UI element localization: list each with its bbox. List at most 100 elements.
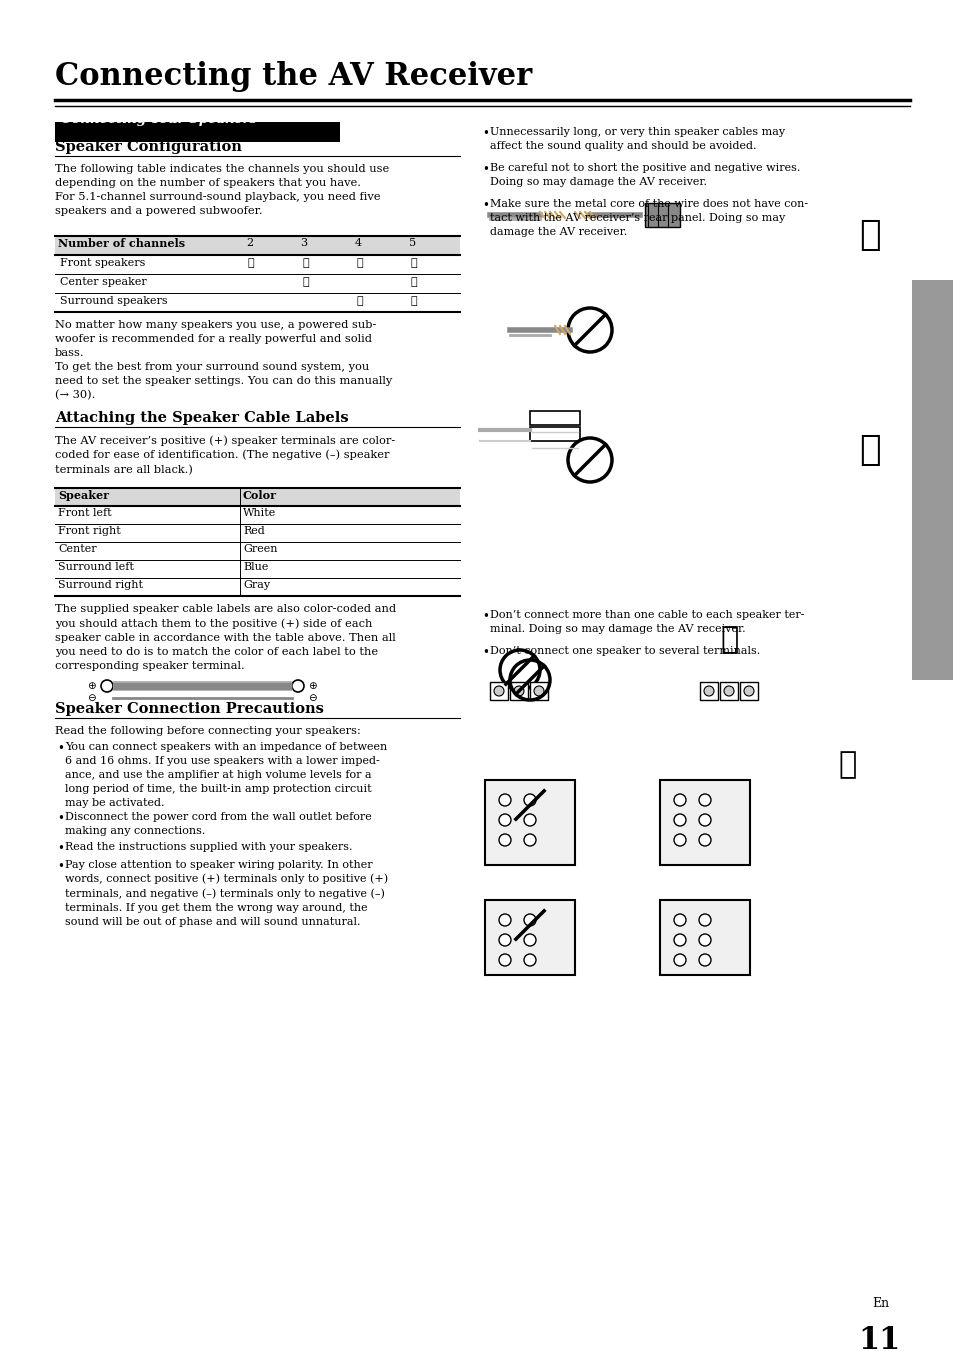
Text: Connecting Your Speakers: Connecting Your Speakers xyxy=(61,113,257,126)
Circle shape xyxy=(523,834,536,846)
Text: Be careful not to short the positive and negative wires.
Doing so may damage the: Be careful not to short the positive and… xyxy=(490,163,800,186)
Circle shape xyxy=(498,815,511,825)
Text: Color: Color xyxy=(243,490,276,501)
Text: •: • xyxy=(481,163,488,176)
Circle shape xyxy=(498,794,511,807)
Text: Speaker: Speaker xyxy=(58,490,109,501)
Text: ⊖: ⊖ xyxy=(87,693,95,703)
Text: •: • xyxy=(57,742,64,755)
Text: •: • xyxy=(481,646,488,659)
Circle shape xyxy=(534,686,543,696)
Circle shape xyxy=(699,794,710,807)
Bar xyxy=(55,236,459,255)
Circle shape xyxy=(673,834,685,846)
Bar xyxy=(484,900,575,975)
Circle shape xyxy=(523,954,536,966)
Text: Green: Green xyxy=(243,544,277,554)
Text: Connecting the AV Receiver: Connecting the AV Receiver xyxy=(55,61,532,92)
Text: ✔: ✔ xyxy=(859,218,880,253)
Circle shape xyxy=(699,934,710,946)
Circle shape xyxy=(498,954,511,966)
Text: Surround left: Surround left xyxy=(58,562,133,571)
Circle shape xyxy=(673,815,685,825)
Text: •: • xyxy=(57,859,64,873)
Bar xyxy=(484,780,575,865)
Text: •: • xyxy=(57,812,64,825)
Text: 2: 2 xyxy=(246,238,253,249)
Text: •: • xyxy=(481,611,488,623)
Text: Front left: Front left xyxy=(58,508,112,517)
Bar xyxy=(55,488,459,507)
Text: White: White xyxy=(243,508,276,517)
Text: Don’t connect one speaker to several terminals.: Don’t connect one speaker to several ter… xyxy=(490,646,760,657)
Circle shape xyxy=(673,794,685,807)
Text: •: • xyxy=(481,199,488,212)
Text: Number of channels: Number of channels xyxy=(58,238,185,249)
Text: 3: 3 xyxy=(300,238,307,249)
Text: ✔: ✔ xyxy=(720,624,739,655)
Text: The AV receiver’s positive (+) speaker terminals are color-
coded for ease of id: The AV receiver’s positive (+) speaker t… xyxy=(55,435,395,474)
Text: ⊕: ⊕ xyxy=(308,681,316,690)
Text: ✔: ✔ xyxy=(248,258,254,267)
Text: ✔: ✔ xyxy=(302,277,309,286)
Circle shape xyxy=(699,954,710,966)
Text: Red: Red xyxy=(243,526,265,536)
Text: Read the following before connecting your speakers:: Read the following before connecting you… xyxy=(55,725,360,736)
Bar xyxy=(510,682,527,700)
Text: ✔: ✔ xyxy=(411,296,416,305)
Bar xyxy=(55,122,339,142)
Circle shape xyxy=(699,915,710,925)
Text: You can connect speakers with an impedance of between
6 and 16 ohms. If you use : You can connect speakers with an impedan… xyxy=(65,742,387,808)
Text: Make sure the metal core of the wire does not have con-
tact with the AV receive: Make sure the metal core of the wire doe… xyxy=(490,199,807,236)
Text: ✔: ✔ xyxy=(356,258,363,267)
Text: ✔: ✔ xyxy=(302,258,309,267)
Circle shape xyxy=(743,686,753,696)
Circle shape xyxy=(498,934,511,946)
Bar xyxy=(644,203,679,227)
Text: Surround speakers: Surround speakers xyxy=(60,296,168,305)
Text: Front right: Front right xyxy=(58,526,121,536)
Text: The following table indicates the channels you should use
depending on the numbe: The following table indicates the channe… xyxy=(55,163,389,216)
Text: 5: 5 xyxy=(408,238,416,249)
Text: ✔: ✔ xyxy=(838,750,856,781)
Circle shape xyxy=(673,934,685,946)
Text: ✔: ✔ xyxy=(859,434,880,467)
Text: Pay close attention to speaker wiring polarity. In other
words, connect positive: Pay close attention to speaker wiring po… xyxy=(65,859,388,927)
Text: Don’t connect more than one cable to each speaker ter-
minal. Doing so may damag: Don’t connect more than one cable to eac… xyxy=(490,611,803,634)
Text: Speaker Configuration: Speaker Configuration xyxy=(55,141,242,154)
Text: En: En xyxy=(871,1297,888,1310)
Bar xyxy=(490,682,507,700)
Text: Blue: Blue xyxy=(243,562,268,571)
Circle shape xyxy=(498,915,511,925)
Text: Center speaker: Center speaker xyxy=(60,277,147,286)
Text: Gray: Gray xyxy=(243,580,270,590)
Text: ✔: ✔ xyxy=(411,277,416,286)
Circle shape xyxy=(699,815,710,825)
Text: •: • xyxy=(481,127,488,141)
Text: Disconnect the power cord from the wall outlet before
making any connections.: Disconnect the power cord from the wall … xyxy=(65,812,372,836)
Text: 4: 4 xyxy=(355,238,361,249)
Circle shape xyxy=(673,915,685,925)
Text: 11: 11 xyxy=(857,1325,900,1351)
Text: ✔: ✔ xyxy=(356,296,363,305)
Text: ✔: ✔ xyxy=(411,258,416,267)
Circle shape xyxy=(673,954,685,966)
Circle shape xyxy=(514,686,523,696)
Text: Speaker Connection Precautions: Speaker Connection Precautions xyxy=(55,703,323,716)
Text: ⊖: ⊖ xyxy=(308,693,316,703)
Bar xyxy=(659,900,749,975)
Text: Center: Center xyxy=(58,544,96,554)
Bar xyxy=(740,682,758,700)
Circle shape xyxy=(523,815,536,825)
Bar xyxy=(911,280,953,680)
Bar xyxy=(530,427,579,440)
Text: Unnecessarily long, or very thin speaker cables may
affect the sound quality and: Unnecessarily long, or very thin speaker… xyxy=(490,127,784,151)
Circle shape xyxy=(723,686,733,696)
Bar xyxy=(530,682,547,700)
Text: •: • xyxy=(57,843,64,855)
Text: ⊕: ⊕ xyxy=(87,681,95,690)
Circle shape xyxy=(699,834,710,846)
Circle shape xyxy=(498,834,511,846)
Text: No matter how many speakers you use, a powered sub-
woofer is recommended for a : No matter how many speakers you use, a p… xyxy=(55,320,392,400)
Circle shape xyxy=(703,686,713,696)
